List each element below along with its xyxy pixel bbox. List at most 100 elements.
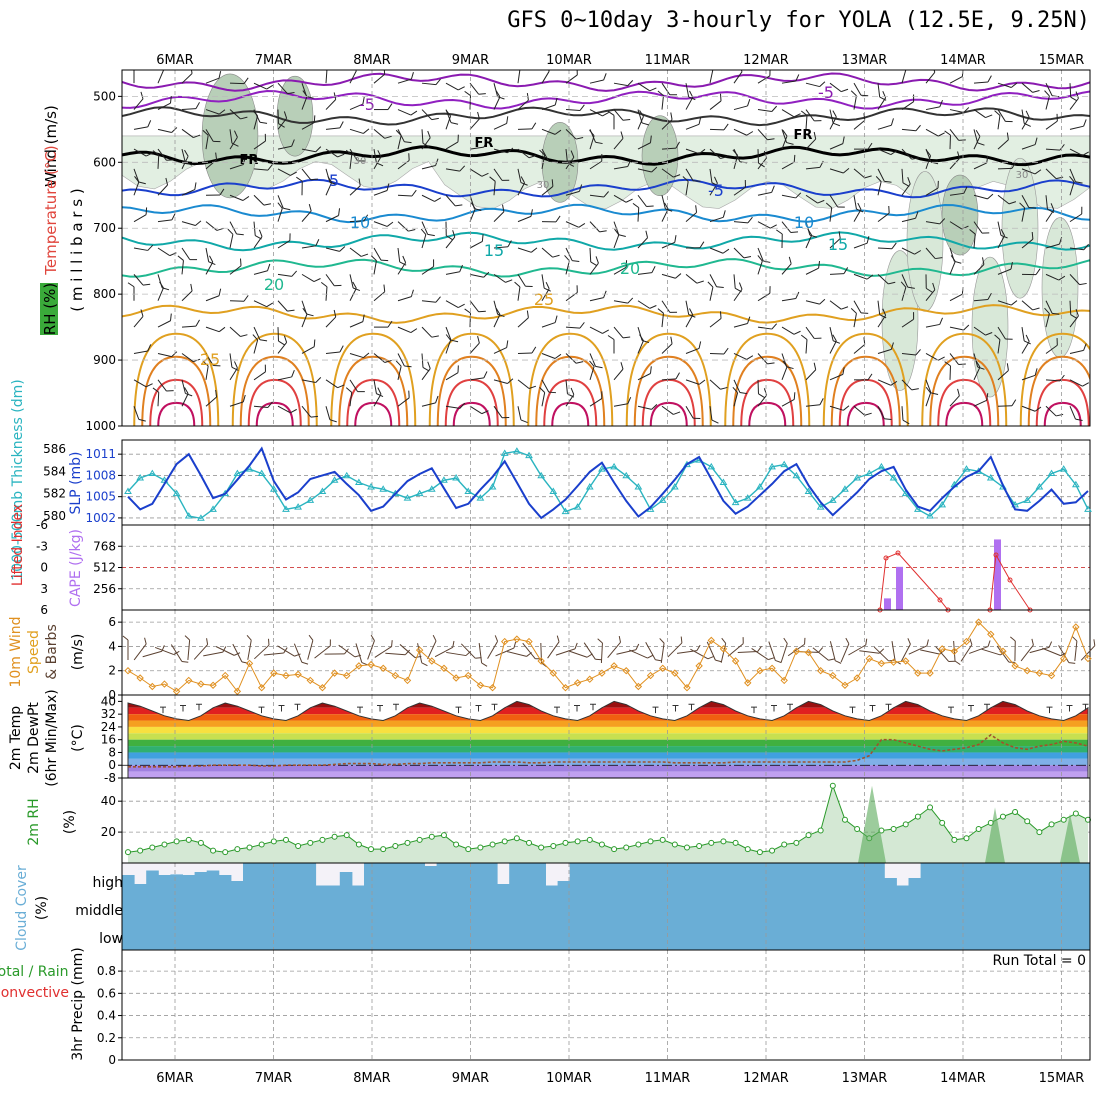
upper-wind-barb	[776, 229, 783, 249]
wind-speed-marker	[209, 681, 217, 689]
barb-flag	[915, 211, 919, 219]
barb-flag	[1044, 307, 1050, 314]
upper-wind-barb	[733, 379, 748, 395]
barb-flag	[890, 380, 898, 386]
upper-wind-barb	[152, 150, 160, 169]
barb-staff	[181, 325, 197, 328]
barb-flag	[856, 208, 864, 213]
wind-tick-label: 6	[108, 615, 116, 629]
rh-marker	[975, 826, 982, 832]
upper-wind-barb	[1045, 374, 1065, 382]
upper-wind-barb	[685, 341, 702, 354]
upper-wind-barb	[994, 334, 1001, 354]
barb-flag	[431, 335, 439, 338]
thickness-marker	[136, 474, 145, 481]
upper-wind-barb	[517, 346, 537, 354]
barb-flag	[169, 313, 172, 321]
upper-wind-barb	[925, 247, 943, 260]
barb-staff	[781, 109, 795, 118]
upper-wind-barb	[517, 176, 526, 196]
barb-flag	[982, 232, 990, 234]
barb-staff	[181, 221, 196, 226]
diurnal-isotherm	[1035, 378, 1090, 426]
diurnal-isotherm	[830, 355, 901, 426]
barb-flag	[445, 110, 451, 117]
rh-marker	[513, 835, 520, 842]
cloud-high-bar	[811, 863, 825, 893]
barb-flag	[502, 417, 510, 419]
wind-speed-marker	[525, 637, 533, 646]
barb-flag	[252, 110, 258, 117]
upper-wind-barb	[997, 261, 1013, 275]
barb-flag	[152, 150, 160, 156]
barb-flag	[1034, 169, 1042, 175]
barb-flag	[879, 96, 887, 101]
precip-tick-label: 0.6	[97, 986, 116, 1000]
date-label-bottom: 9MAR	[452, 1071, 489, 1086]
isotherm-line	[122, 304, 1090, 324]
cape-tick-label: 768	[93, 539, 116, 553]
upper-wind-barb	[253, 263, 271, 275]
barb-flag	[891, 242, 897, 250]
barb-staff	[142, 650, 163, 658]
cloud-high-bar	[884, 878, 897, 893]
barb-flag	[935, 257, 943, 260]
upper-wind-barb	[181, 182, 197, 196]
upper-wind-barb	[397, 221, 416, 232]
wind-speed-marker	[440, 664, 448, 672]
barb-staff	[277, 376, 292, 381]
rh-area-fill	[128, 785, 1088, 863]
surface-wind-barb	[417, 643, 428, 667]
barb-flag	[575, 361, 584, 364]
rh-marker	[453, 841, 460, 848]
upper-wind-barb	[901, 168, 910, 187]
wind-speed-marker	[987, 630, 995, 638]
thickness-marker	[488, 483, 497, 490]
barb-staff	[877, 300, 881, 315]
barb-flag	[189, 259, 198, 261]
upper-wind-barb	[661, 273, 682, 279]
barb-flag	[339, 121, 344, 129]
barb-flag	[926, 639, 929, 646]
minmax-mark	[948, 706, 954, 714]
barb-staff	[637, 142, 651, 150]
barb-flag	[875, 176, 882, 182]
barb-staff	[757, 75, 771, 84]
barb-staff	[589, 247, 592, 263]
barb-flag	[422, 367, 430, 372]
wind-speed-marker	[683, 684, 691, 692]
barb-flag	[723, 347, 729, 355]
barb-staff	[487, 641, 498, 659]
upper-wind-barb	[181, 387, 189, 407]
upper-wind-barb	[301, 405, 319, 418]
barb-flag	[907, 286, 915, 289]
upper-wind-barb	[733, 247, 752, 259]
barb-flag	[625, 260, 628, 268]
wind-speed-marker	[1059, 654, 1068, 663]
upper-wind-barb	[1045, 300, 1060, 315]
barb-flag	[843, 168, 850, 174]
barb-staff	[1069, 83, 1072, 98]
barb-staff	[397, 353, 405, 367]
barb-staff	[253, 140, 266, 150]
upper-wind-barb	[850, 90, 857, 110]
cloud-high-bar	[315, 885, 329, 893]
barb-staff	[877, 97, 887, 110]
barb-flag	[776, 229, 783, 235]
barb-flag	[747, 98, 751, 107]
rh-marker	[161, 841, 168, 848]
barb-staff	[349, 353, 364, 359]
upper-wind-barb	[757, 323, 778, 330]
upper-wind-barb	[349, 96, 365, 111]
wind-speed-marker	[974, 618, 983, 626]
barb-flag	[578, 223, 586, 228]
wind-speed-marker	[428, 657, 436, 665]
barb-flag	[140, 309, 144, 317]
barb-staff	[853, 242, 868, 249]
upper-wind-barb	[493, 240, 512, 249]
rh-marker	[914, 813, 921, 820]
upper-wind-barb	[589, 360, 595, 380]
upper-wind-barb	[469, 140, 488, 150]
upper-wind-barb	[829, 110, 837, 130]
